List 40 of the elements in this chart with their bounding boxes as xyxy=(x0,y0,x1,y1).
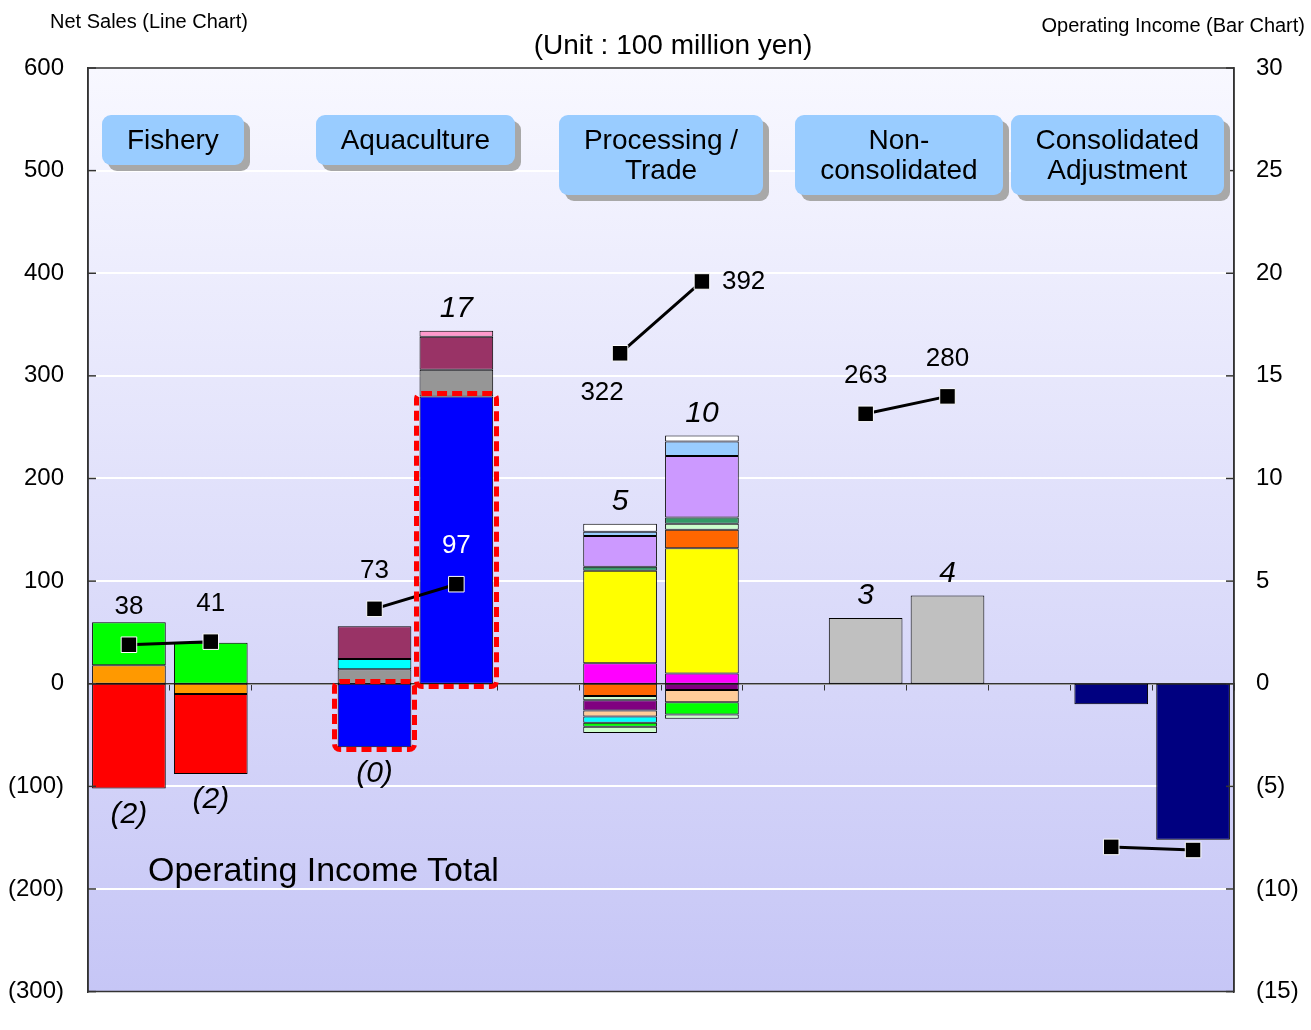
data-label: 392 xyxy=(721,264,766,295)
data-label: 280 xyxy=(925,341,970,372)
y2-tick-label: (15) xyxy=(1256,976,1299,1004)
data-label: 73 xyxy=(360,553,389,584)
y-tick-label: 300 xyxy=(23,360,64,388)
y-tick-label: 500 xyxy=(23,155,64,183)
total-label: 10 xyxy=(685,394,719,428)
chart-title: (Unit : 100 million yen) xyxy=(533,29,813,60)
data-label: 38 xyxy=(114,589,144,620)
y2-axis-title: Operating Income (Bar Chart) xyxy=(1041,14,1305,36)
total-label: (2) xyxy=(110,795,148,829)
total-label: (2) xyxy=(192,781,230,815)
y-tick-label: 100 xyxy=(23,565,64,593)
total-label: 5 xyxy=(611,482,629,516)
y-tick-label: 0 xyxy=(50,668,64,696)
y-axis-title: Net Sales (Line Chart) xyxy=(50,10,248,32)
y2-tick-label: 20 xyxy=(1256,257,1283,285)
y-tick-label: (300) xyxy=(7,976,64,1004)
data-label: 41 xyxy=(196,586,226,617)
y2-tick-label: 5 xyxy=(1256,565,1270,593)
total-label: 3 xyxy=(857,577,875,611)
y-tick-label: 400 xyxy=(23,257,64,285)
annotation: Operating Income Total xyxy=(148,849,499,888)
y-tick-label: 600 xyxy=(23,52,64,80)
data-label: 263 xyxy=(843,359,888,390)
y2-tick-label: (10) xyxy=(1256,873,1299,901)
y2-tick-label: 25 xyxy=(1256,155,1283,183)
y-tick-label: (200) xyxy=(7,873,64,901)
total-label: 4 xyxy=(939,554,956,588)
data-label: 97 xyxy=(441,529,471,560)
y2-tick-label: 15 xyxy=(1256,360,1283,388)
y2-tick-label: (5) xyxy=(1256,770,1286,798)
y-tick-label: 200 xyxy=(23,463,64,491)
y-tick-label: (100) xyxy=(7,770,64,798)
y2-tick-label: 10 xyxy=(1256,463,1283,491)
total-label: 17 xyxy=(439,290,475,324)
y2-tick-label: 30 xyxy=(1256,52,1283,80)
data-label: 322 xyxy=(580,376,624,407)
total-label: (0) xyxy=(356,754,393,788)
y2-tick-label: 0 xyxy=(1256,668,1270,696)
